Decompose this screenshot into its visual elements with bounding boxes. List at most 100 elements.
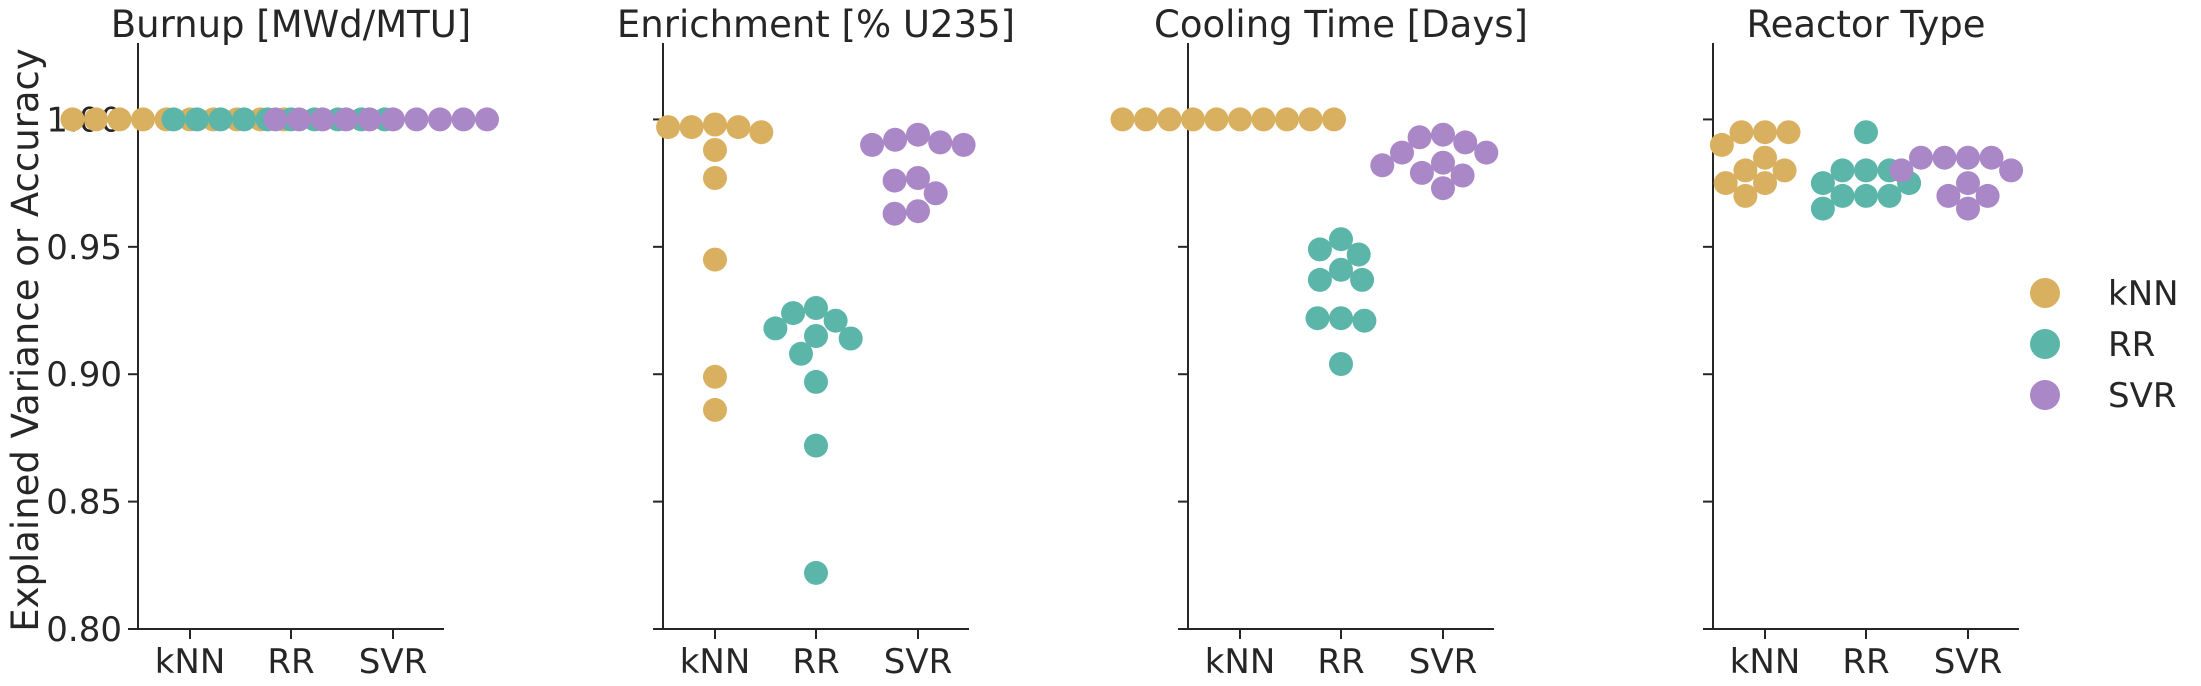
y-tick-label: 0.95 xyxy=(46,228,122,268)
panel-title: Reactor Type xyxy=(1747,3,1986,46)
legend-item-kNN: kNN xyxy=(2030,274,2179,314)
data-point xyxy=(161,107,186,132)
data-point xyxy=(823,308,848,333)
data-point xyxy=(131,107,155,132)
data-point xyxy=(703,364,727,389)
data-point xyxy=(804,433,828,458)
panel-1: Burnup [MWd/MTU]0.800.850.900.951.00kNNR… xyxy=(46,3,499,682)
legend-item-RR: RR xyxy=(2030,325,2155,365)
data-point xyxy=(1307,267,1332,292)
data-point xyxy=(451,107,476,132)
data-point xyxy=(1450,163,1475,188)
data-point xyxy=(923,181,948,206)
data-point xyxy=(287,107,311,132)
y-axis-label: Explained Variance or Accuracy xyxy=(4,48,47,632)
data-point xyxy=(1307,237,1332,262)
data-point xyxy=(1979,145,2004,170)
data-point xyxy=(906,166,930,190)
data-point xyxy=(1936,183,1961,208)
data-point xyxy=(1453,130,1478,155)
data-point xyxy=(84,107,108,132)
data-point xyxy=(208,107,233,132)
data-point xyxy=(1753,120,1777,145)
x-tick-label: RR xyxy=(1317,642,1364,682)
data-point xyxy=(381,107,405,132)
data-point xyxy=(1329,257,1353,282)
data-point xyxy=(1305,306,1330,331)
data-point xyxy=(679,115,704,140)
data-point xyxy=(749,120,774,145)
legend-label: SVR xyxy=(2108,376,2176,416)
data-point xyxy=(703,247,727,272)
data-point xyxy=(1932,145,1957,170)
data-point xyxy=(263,107,288,132)
data-point xyxy=(1729,120,1754,145)
data-point xyxy=(1854,120,1878,145)
data-point xyxy=(1810,171,1835,196)
panel-title: Enrichment [% U235] xyxy=(617,3,1015,46)
data-point xyxy=(1956,171,1980,196)
data-point xyxy=(1329,352,1353,376)
data-point xyxy=(1110,107,1135,132)
series-kNN xyxy=(1709,120,1801,208)
data-point xyxy=(882,201,907,226)
x-tick-label: kNN xyxy=(1205,642,1276,682)
data-point xyxy=(781,301,806,326)
data-point xyxy=(310,107,335,132)
series-kNN xyxy=(656,112,774,422)
x-tick-label: RR xyxy=(267,642,314,682)
data-point xyxy=(428,107,452,132)
data-point xyxy=(1810,196,1835,221)
data-point xyxy=(60,107,85,132)
data-point xyxy=(656,115,681,140)
data-point xyxy=(1830,183,1855,208)
data-point xyxy=(232,107,256,132)
data-point xyxy=(1733,183,1758,208)
x-tick-label: kNN xyxy=(1730,642,1801,682)
data-point xyxy=(703,112,727,137)
x-tick-label: SVR xyxy=(359,642,427,682)
legend-label: kNN xyxy=(2108,274,2179,314)
data-point xyxy=(906,199,930,224)
data-point xyxy=(1830,158,1855,183)
data-point xyxy=(1854,183,1878,208)
data-point xyxy=(1181,107,1205,132)
data-point xyxy=(107,107,132,132)
x-tick-label: RR xyxy=(792,642,839,682)
panels-group: Burnup [MWd/MTU]0.800.850.900.951.00kNNR… xyxy=(46,3,2024,682)
data-point xyxy=(1776,120,1801,145)
data-point xyxy=(1390,140,1414,165)
data-point xyxy=(1877,183,1902,208)
data-point xyxy=(804,296,828,320)
data-point xyxy=(1134,107,1158,132)
data-point xyxy=(1431,176,1455,201)
data-point xyxy=(1999,158,2024,183)
data-point xyxy=(1204,107,1229,132)
panel-2: Enrichment [% U235] kNN RR SVR xyxy=(617,3,1015,682)
data-point xyxy=(1322,107,1346,132)
data-point xyxy=(804,369,828,394)
legend-marker xyxy=(2030,380,2060,410)
data-point xyxy=(1975,183,2000,208)
data-point xyxy=(882,168,907,193)
data-point xyxy=(1370,153,1395,178)
legend-label: RR xyxy=(2108,325,2155,365)
data-point xyxy=(804,560,828,585)
data-point xyxy=(906,122,930,147)
data-point xyxy=(1251,107,1276,132)
data-point xyxy=(1329,306,1353,331)
series-SVR xyxy=(860,122,976,226)
data-point xyxy=(789,341,813,366)
data-point xyxy=(1909,145,1933,170)
legend-marker xyxy=(2030,329,2060,359)
panel-3: Cooling Time [Days] kNN RR SVR xyxy=(1110,3,1528,682)
y-tick-label: 0.80 xyxy=(46,610,122,650)
series-kNN xyxy=(1110,107,1346,132)
data-point xyxy=(1854,158,1878,183)
data-point xyxy=(726,115,751,140)
x-tick-label: SVR xyxy=(884,642,952,682)
data-point xyxy=(1407,125,1432,150)
data-point xyxy=(1431,150,1455,175)
y-tick-label: 0.85 xyxy=(46,483,122,523)
